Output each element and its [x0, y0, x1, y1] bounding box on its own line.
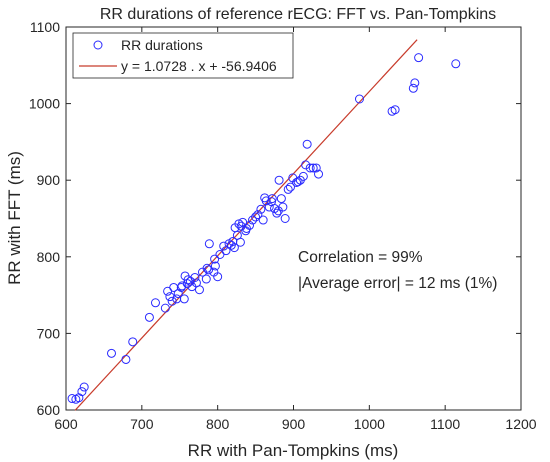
data-point	[280, 214, 290, 223]
data-point	[190, 272, 200, 282]
correlation-annotation: Correlation = 99%	[298, 249, 423, 266]
x-tick-label: 800	[206, 416, 230, 432]
legend-marker-circle	[93, 40, 103, 50]
x-tick-label: 700	[130, 416, 154, 432]
data-point	[213, 272, 223, 282]
data-point	[144, 312, 154, 322]
data-point	[210, 254, 220, 264]
data-point	[414, 53, 424, 63]
x-tick-label: 1100	[430, 416, 460, 432]
data-point	[274, 175, 284, 185]
data-point	[308, 163, 318, 173]
data-point	[183, 275, 193, 285]
data-point	[276, 194, 286, 204]
data-point	[226, 240, 236, 250]
plot-area	[65, 26, 522, 411]
data-point	[311, 163, 321, 173]
data-point	[251, 212, 261, 222]
data-point	[165, 292, 175, 302]
x-tick-label: 1200	[505, 416, 536, 432]
data-points	[67, 53, 461, 404]
data-point	[248, 215, 258, 225]
x-axis-label: RR with Pan-Tompkins (ms)	[188, 441, 399, 460]
data-point	[160, 303, 170, 313]
data-point	[264, 202, 274, 212]
data-point	[121, 354, 131, 364]
y-tick-label: 1000	[29, 96, 60, 112]
data-point	[410, 78, 420, 88]
data-point	[201, 274, 211, 284]
y-tick-label: 900	[37, 172, 61, 188]
data-point	[210, 261, 220, 271]
x-tick-label: 1000	[354, 416, 385, 432]
legend-label-fit: y = 1.0728 . x + -56.9406	[121, 58, 277, 74]
y-tick-label: 700	[37, 325, 61, 341]
data-point	[354, 94, 364, 104]
data-point	[256, 204, 266, 214]
data-point	[298, 171, 308, 181]
data-point	[283, 184, 293, 194]
data-point	[79, 382, 89, 392]
data-point	[451, 59, 461, 69]
average-error-annotation: |Average error| = 12 ms (1%)	[298, 275, 497, 292]
legend: RR durations y = 1.0728 . x + -56.9406	[72, 32, 294, 79]
chart-title: RR durations of reference rECG: FFT vs. …	[100, 6, 496, 23]
data-point	[204, 265, 214, 275]
x-tick-label: 900	[282, 416, 306, 432]
data-point	[314, 169, 324, 179]
data-point	[128, 337, 138, 347]
legend-label-points: RR durations	[121, 37, 203, 53]
data-point	[235, 237, 245, 247]
data-point	[229, 243, 239, 253]
legend-box	[72, 32, 294, 79]
data-point	[150, 298, 160, 308]
data-point	[258, 215, 268, 225]
data-point	[390, 105, 400, 115]
data-point	[301, 160, 311, 170]
data-point	[267, 194, 277, 204]
data-point	[305, 163, 315, 173]
data-point	[179, 294, 189, 304]
data-point	[408, 83, 418, 93]
data-point	[253, 210, 263, 220]
data-point	[202, 263, 212, 273]
data-point	[194, 285, 204, 295]
data-point	[302, 139, 312, 149]
data-point	[234, 219, 244, 229]
data-point	[182, 279, 192, 289]
y-tick-label: 800	[37, 249, 61, 265]
data-point	[177, 281, 187, 291]
data-point	[167, 296, 177, 306]
data-point	[285, 182, 295, 192]
data-point	[272, 208, 282, 218]
data-point	[77, 387, 87, 397]
y-tick-label: 1100	[30, 19, 60, 35]
data-point	[245, 220, 255, 230]
data-point	[204, 239, 214, 249]
data-point	[293, 177, 303, 187]
data-point	[107, 348, 116, 358]
data-point	[278, 202, 288, 212]
x-tick-label: 600	[54, 416, 78, 432]
axis-ticks: 600 700 800 900 1000 1100 1200 600 700 800 900 1000…	[29, 19, 537, 432]
data-point	[67, 394, 77, 404]
y-tick-label: 600	[37, 402, 61, 418]
y-axis-label: RR with FFT (ms)	[5, 151, 24, 285]
data-point	[241, 223, 251, 233]
